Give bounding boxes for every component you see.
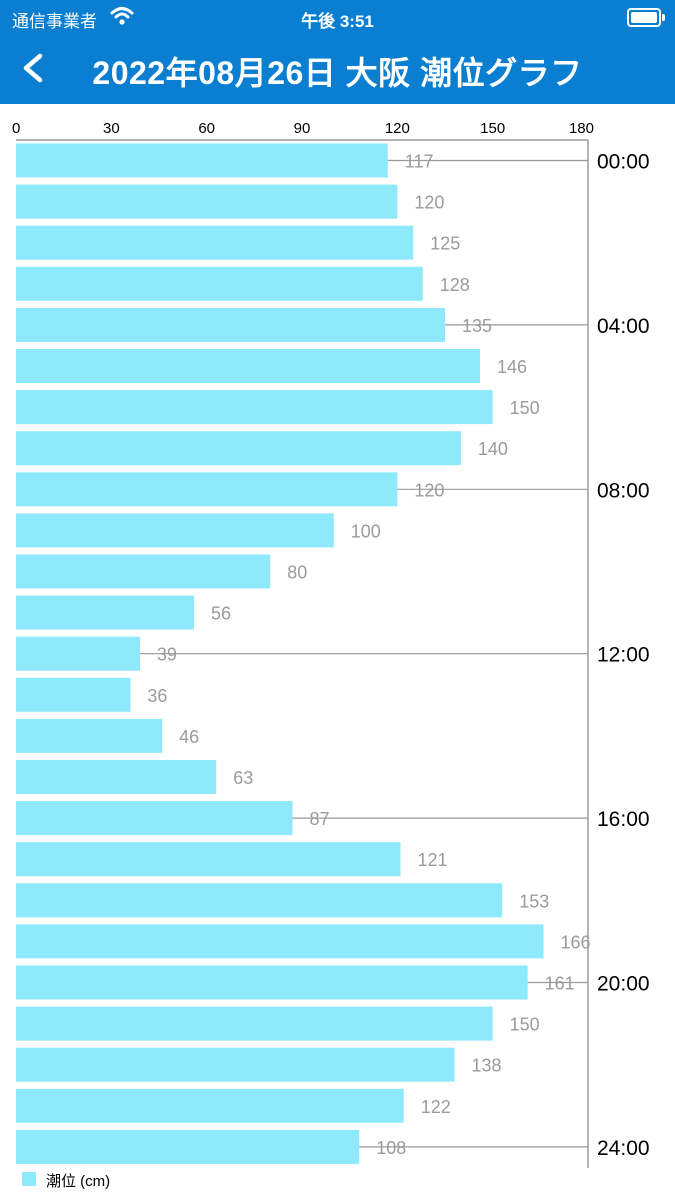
x-tick-label: 60 [198,120,215,137]
back-button[interactable] [14,48,54,88]
x-tick-label: 30 [103,120,120,137]
bar [16,431,461,466]
bars [16,143,544,1164]
wifi-icon [110,7,134,25]
bar-value-label: 166 [561,932,591,952]
legend-label: 潮位 (cm) [46,1173,111,1190]
bar [16,1006,493,1041]
x-tick-label: 120 [385,120,410,137]
time-axis-labels: 00:00 04:00 08:00 12:00 16:00 20:00 24:00 [597,151,650,1160]
bar-value-label: 120 [414,480,444,500]
time-label: 08:00 [597,479,650,502]
bar-value-label: 56 [211,604,231,624]
bar [16,924,544,959]
bar-value-label: 46 [179,727,199,747]
status-bar: 通信事業者 午後 3:51 [0,0,675,34]
tide-chart: 0 30 60 90 120 150 180 117 120 125 128 135 146 150 14… [12,120,650,1168]
bar [16,349,480,383]
bar-value-label: 100 [351,521,381,541]
bar-value-label: 80 [287,563,307,583]
x-axis-ticks: 0 30 60 90 120 150 180 [12,120,594,137]
bar-value-label: 146 [497,357,527,377]
bar [16,225,414,260]
bar [16,677,131,712]
bar [16,1129,360,1164]
header-bar: 通信事業者 午後 3:51 2022年08月26日 大阪 潮位グラフ [0,0,675,104]
bar [16,307,445,342]
bar-value-label: 36 [147,686,167,706]
nav-bar: 2022年08月26日 大阪 潮位グラフ [0,34,675,104]
bar-value-label: 140 [478,439,508,459]
bar [16,595,194,630]
bar-value-label: 39 [157,645,177,665]
time-label: 12:00 [597,644,650,667]
bar-value-label: 121 [418,850,448,870]
battery-icon [627,8,665,27]
bar [16,842,401,877]
bar [16,801,293,836]
x-tick-label: 0 [12,120,20,137]
bar [16,1047,455,1082]
bar-value-label: 135 [462,316,492,336]
time-label: 04:00 [597,315,650,338]
x-tick-label: 180 [569,120,594,137]
bar [16,266,423,301]
status-time: 午後 3:51 [301,12,374,31]
bar-value-label: 87 [309,809,329,829]
bar [16,143,388,178]
bar-value-label: 120 [414,193,444,213]
bar-value-label: 122 [421,1097,451,1117]
x-tick-label: 90 [294,120,311,137]
bar-value-label: 128 [440,275,470,295]
bar [16,390,493,425]
bar [16,883,503,918]
bar-value-label: 150 [510,1015,540,1035]
bar [16,184,398,219]
page-title: 2022年08月26日 大阪 潮位グラフ [92,55,583,91]
bar-value-label: 150 [510,398,540,418]
bar-value-label: 161 [545,974,575,994]
value-labels: 117 120 125 128 135 146 150 140 120 100 80 56 39 36 46… [147,152,590,1158]
bar [16,513,334,548]
bar-value-label: 138 [472,1056,502,1076]
bar [16,760,217,794]
bar-value-label: 125 [430,234,460,254]
bar [16,965,528,1000]
bar-value-label: 117 [405,152,434,172]
carrier-label: 通信事業者 [12,12,97,31]
bar [16,1088,404,1123]
bar-value-label: 153 [519,891,549,911]
bar [16,472,398,507]
time-label: 24:00 [597,1137,650,1160]
time-label: 20:00 [597,973,650,996]
bar [16,554,271,589]
time-label: 00:00 [597,151,650,174]
time-label: 16:00 [597,808,650,831]
grid-lines [139,159,588,1148]
x-tick-label: 150 [480,120,505,137]
bar-value-label: 108 [376,1138,406,1158]
bar-value-label: 63 [233,768,253,788]
bar [16,718,163,753]
legend-swatch [22,1172,36,1186]
bar [16,636,140,671]
